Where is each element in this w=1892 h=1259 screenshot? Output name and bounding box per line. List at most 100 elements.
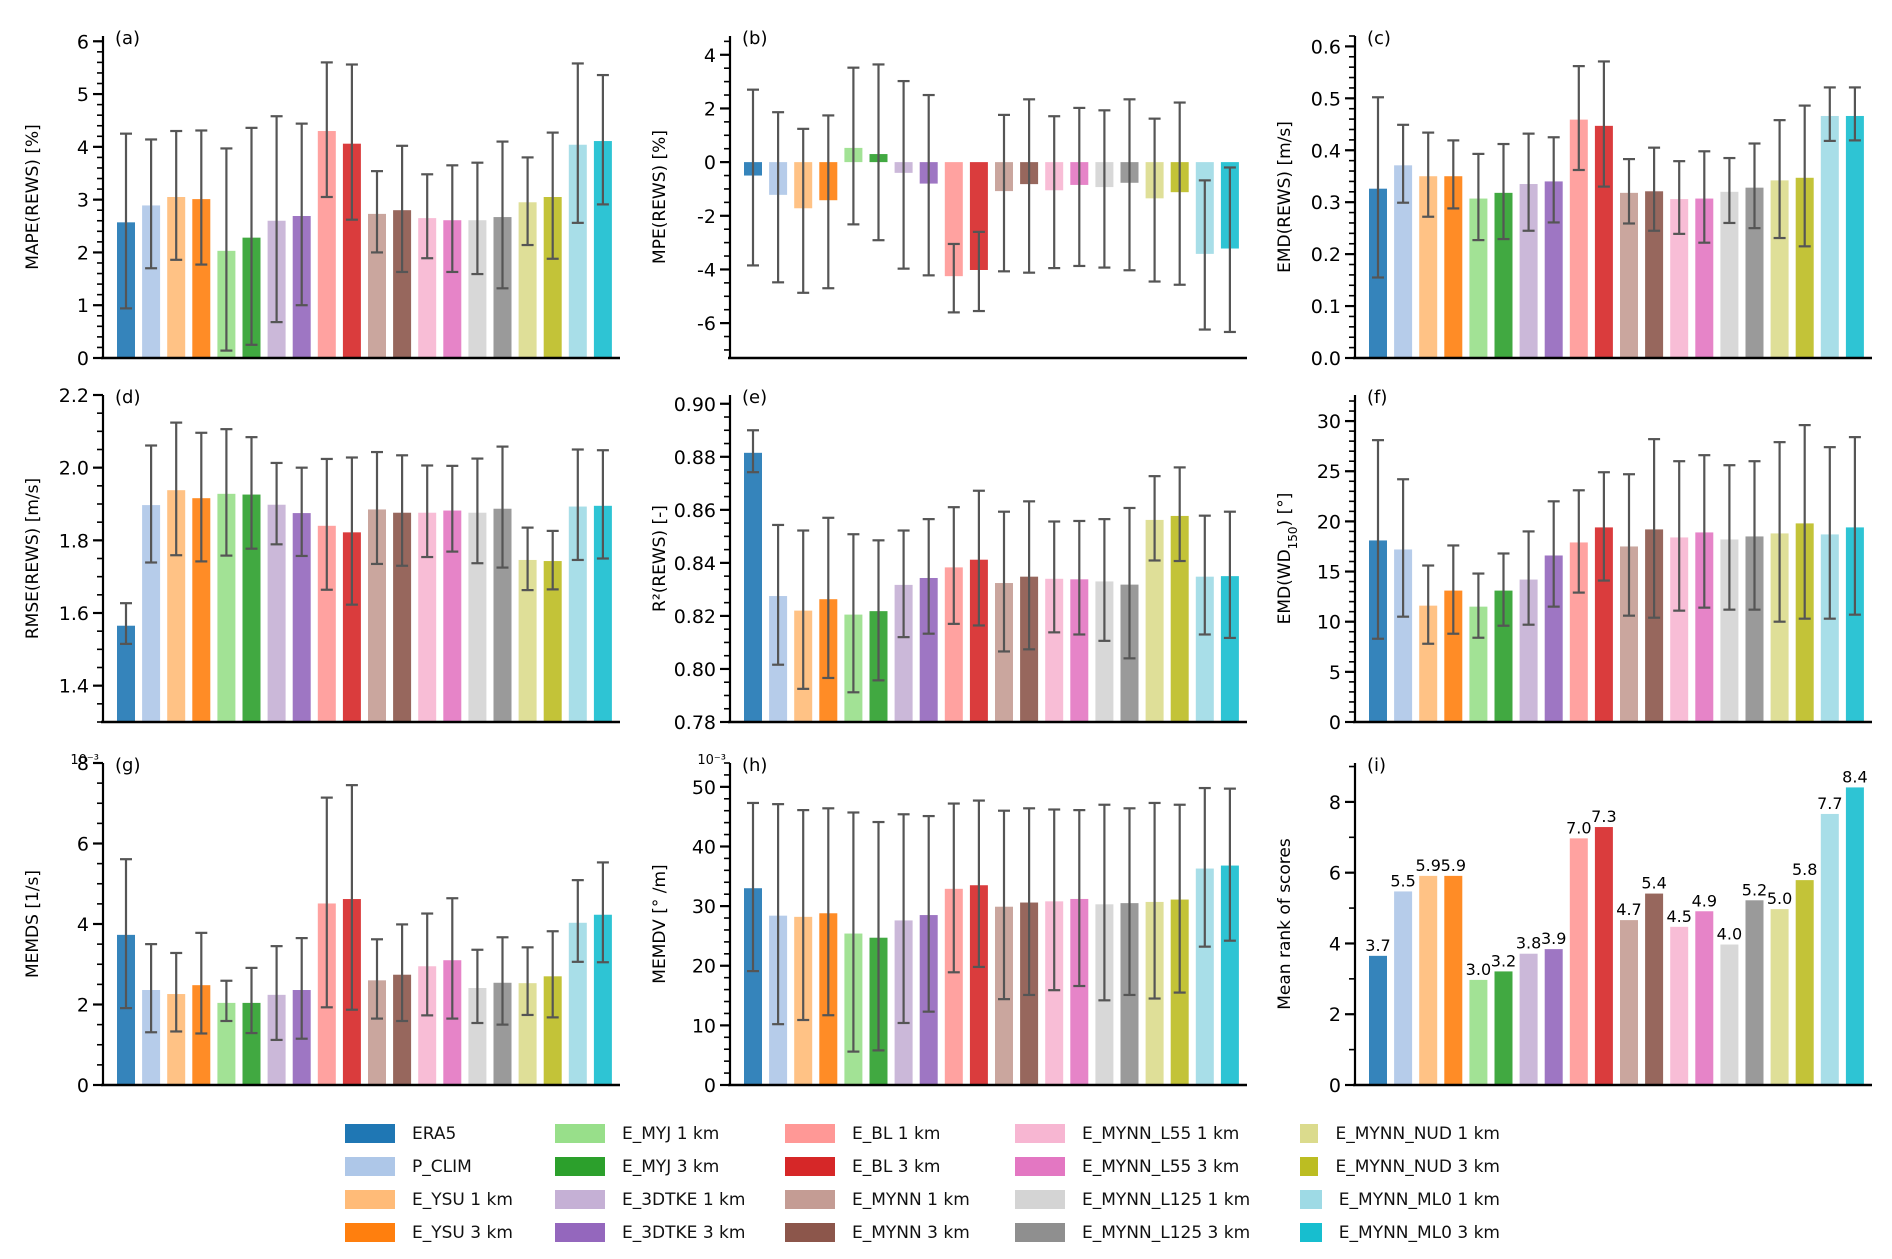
- bar: [368, 980, 386, 1085]
- legend-item: E_MYNN_NUD 3 km: [1300, 1150, 1500, 1183]
- y-axis-label: EMD(WD150) [°]: [1275, 493, 1300, 625]
- bar: [167, 197, 186, 358]
- bar: [1620, 920, 1638, 1085]
- legend-label: E_MYNN 3 km: [852, 1222, 970, 1243]
- legend-item: E_YSU 1 km: [345, 1183, 555, 1216]
- legend-item: E_MYJ 3 km: [555, 1150, 785, 1183]
- legend-item: E_MYNN 3 km: [785, 1216, 1015, 1249]
- bar: [1695, 911, 1714, 1085]
- panel-label: (f): [1367, 387, 1387, 408]
- y-tick-label: 1.8: [59, 530, 89, 552]
- bar: [1795, 880, 1814, 1085]
- y-axis-label: Mean rank of scores: [1275, 838, 1295, 1010]
- bar: [1220, 865, 1239, 1085]
- y-tick-label: 0.90: [674, 394, 716, 416]
- bar: [969, 885, 988, 1085]
- y-tick-label: 10: [692, 1015, 716, 1037]
- bar: [1394, 549, 1413, 722]
- legend-label: E_MYNN_L125 3 km: [1082, 1222, 1251, 1243]
- panel-label: (e): [742, 387, 767, 408]
- y-tick-label: 0.80: [674, 659, 716, 681]
- y-tick-label: 6: [77, 834, 89, 856]
- y-tick-label: 25: [1317, 461, 1341, 483]
- legend-item: E_3DTKE 1 km: [555, 1183, 785, 1216]
- legend-label: P_CLIM: [412, 1156, 472, 1177]
- legend-swatch: [555, 1124, 605, 1143]
- bar: [1195, 576, 1214, 722]
- panel-label: (d): [115, 387, 140, 408]
- y-axis-label: MAPE(REWS) [%]: [23, 124, 43, 270]
- data-label: 5.8: [1792, 860, 1817, 879]
- legend-item: E_MYNN_NUD 1 km: [1300, 1117, 1500, 1150]
- legend-label: E_BL 3 km: [852, 1156, 941, 1177]
- bar: [1594, 527, 1613, 722]
- legend-label: E_MYNN_L55 3 km: [1082, 1156, 1240, 1177]
- y-tick-label: 0.2: [1311, 244, 1341, 266]
- y-tick-label: 30: [692, 896, 716, 918]
- bar: [518, 202, 537, 358]
- y-tick-label: 0.88: [674, 447, 716, 469]
- bar: [1519, 184, 1538, 358]
- bar: [543, 976, 562, 1085]
- bar: [744, 888, 762, 1085]
- y-tick-label: 1: [77, 295, 89, 317]
- legend-label: E_BL 1 km: [852, 1123, 941, 1144]
- legend-swatch: [345, 1223, 395, 1242]
- legend-item: E_MYNN_L125 1 km: [1015, 1183, 1300, 1216]
- legend-swatch: [555, 1190, 605, 1209]
- legend-item: E_3DTKE 3 km: [555, 1216, 785, 1249]
- y-tick-label: 15: [1317, 562, 1341, 584]
- panel-a: 0 1 2 3 4 5 6 (a) MAPE(REWS) [%]: [23, 28, 620, 370]
- data-label: 4.9: [1692, 891, 1717, 910]
- bar: [1394, 165, 1413, 358]
- data-label: 5.5: [1390, 871, 1415, 890]
- legend-item: E_BL 3 km: [785, 1150, 1015, 1183]
- bar: [217, 493, 236, 722]
- bar: [1070, 579, 1089, 722]
- bar: [192, 985, 211, 1085]
- panel-label: (b): [742, 28, 767, 49]
- legend-swatch: [1015, 1124, 1065, 1143]
- legend-swatch: [345, 1190, 395, 1209]
- y-axis-label: MEMDV [° /m]: [650, 864, 670, 983]
- data-label: 3.0: [1466, 960, 1491, 979]
- bar: [1745, 536, 1764, 722]
- bar: [1569, 838, 1588, 1085]
- y-tick-label: 6: [1329, 863, 1341, 885]
- y-axis-label: MPE(REWS) [%]: [650, 130, 670, 264]
- bar: [1544, 949, 1563, 1085]
- y-tick-label: 0.6: [1311, 36, 1341, 58]
- bar: [1720, 944, 1739, 1085]
- bar: [1645, 893, 1664, 1085]
- y-tick-label: 2: [1329, 1004, 1341, 1026]
- legend-item: E_MYNN_L125 3 km: [1015, 1216, 1300, 1249]
- bar: [1720, 191, 1739, 358]
- bar: [1820, 115, 1839, 358]
- bar: [1494, 590, 1513, 722]
- bar: [1469, 979, 1488, 1085]
- panel-label: (c): [1367, 28, 1391, 49]
- y-tick-label: 40: [692, 836, 716, 858]
- bar: [142, 205, 161, 358]
- bar: [443, 960, 462, 1085]
- bar: [167, 994, 186, 1085]
- data-label: 3.9: [1541, 929, 1566, 948]
- data-label: 3.7: [1365, 936, 1390, 955]
- data-label: 4.7: [1616, 900, 1641, 919]
- bar: [593, 914, 612, 1085]
- y-tick-label: 0.78: [674, 712, 716, 734]
- panel-label: (a): [115, 28, 140, 49]
- bar: [1745, 187, 1764, 358]
- legend-item: P_CLIM: [345, 1150, 555, 1183]
- panel-c: 0.0 0.1 0.2 0.3 0.4 0.5 0.6 (c) EMD(REWS) [m/s]: [1275, 28, 1872, 370]
- bar: [1770, 909, 1789, 1085]
- legend-item: E_MYNN_L55 3 km: [1015, 1150, 1300, 1183]
- bar: [1845, 115, 1864, 358]
- bar: [593, 141, 612, 358]
- data-label: 5.9: [1415, 856, 1440, 875]
- bar: [1544, 555, 1563, 722]
- legend-item: E_MYNN_L55 1 km: [1015, 1117, 1300, 1150]
- bar: [468, 512, 487, 722]
- y-tick-label: 0.3: [1311, 192, 1341, 214]
